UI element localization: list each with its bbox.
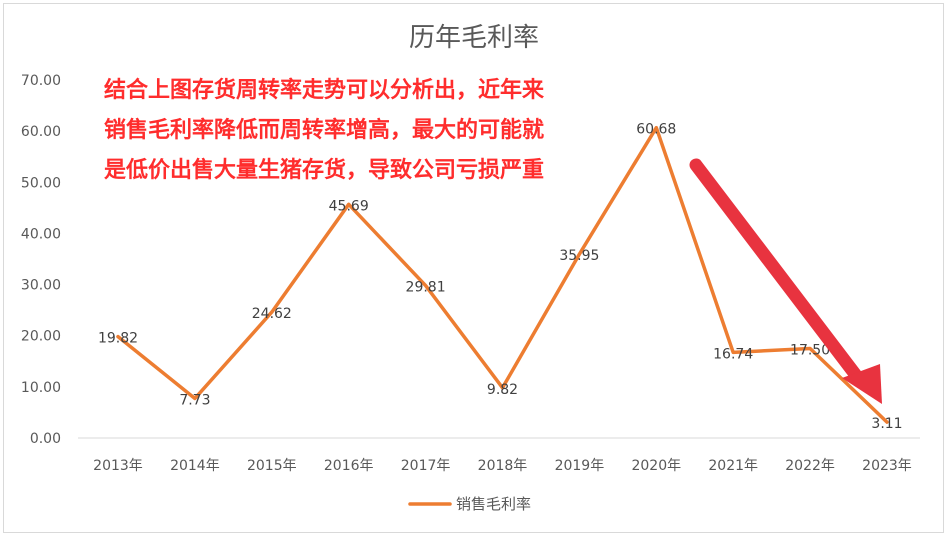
x-tick-label: 2023年 [862,458,912,474]
annotation-line: 销售毛利率降低而周转率增高，最大的可能就 [104,117,544,143]
x-tick-label: 2017年 [401,458,451,474]
data-label: 45.69 [329,198,369,214]
data-label: 60.68 [636,122,676,138]
x-tick-label: 2022年 [785,458,835,474]
legend: 销售毛利率 [410,495,531,513]
legend-label: 销售毛利率 [456,495,531,513]
x-tick-label: 2021年 [708,458,758,474]
y-tick-label: 0.00 [30,431,61,447]
x-tick-label: 2015年 [247,458,297,474]
y-tick-label: 40.00 [21,226,61,242]
data-label: 19.82 [98,331,138,347]
trend-arrow [696,165,882,404]
annotation: 结合上图存货周转率走势可以分析出，近年来销售毛利率降低而周转率增高，最大的可能就… [104,77,545,183]
data-label: 17.50 [790,343,830,359]
data-label: 9.82 [487,382,518,398]
y-tick-label: 20.00 [21,329,61,345]
y-tick-label: 60.00 [21,124,61,140]
x-tick-label: 2016年 [324,458,374,474]
annotation-line: 结合上图存货周转率走势可以分析出，近年来 [104,77,545,103]
data-label: 3.11 [871,416,902,432]
data-label: 29.81 [406,280,446,296]
y-tick-label: 30.00 [21,278,61,294]
annotation-line: 是低价出售大量生猪存货，导致公司亏损严重 [104,157,544,183]
y-axis: 0.00 10.00 20.00 30.00 40.00 50.00 60.00 70.00 [21,73,61,447]
x-tick-label: 2013年 [93,458,143,474]
y-tick-label: 70.00 [21,73,61,89]
x-tick-label: 2020年 [631,458,681,474]
x-tick-label: 2018年 [478,458,528,474]
x-axis: 2013年 2014年 2015年 2016年 2017年 2018年 2019年 2020年… [78,438,920,474]
data-label: 16.74 [713,346,753,362]
chart-title: 历年毛利率 [409,23,539,53]
y-tick-label: 10.00 [21,380,61,396]
data-label: 7.73 [179,392,210,408]
data-label: 35.95 [559,248,599,264]
x-tick-label: 2014年 [170,458,220,474]
y-tick-label: 50.00 [21,175,61,191]
x-tick-label: 2019年 [555,458,605,474]
data-label: 24.62 [252,306,292,322]
